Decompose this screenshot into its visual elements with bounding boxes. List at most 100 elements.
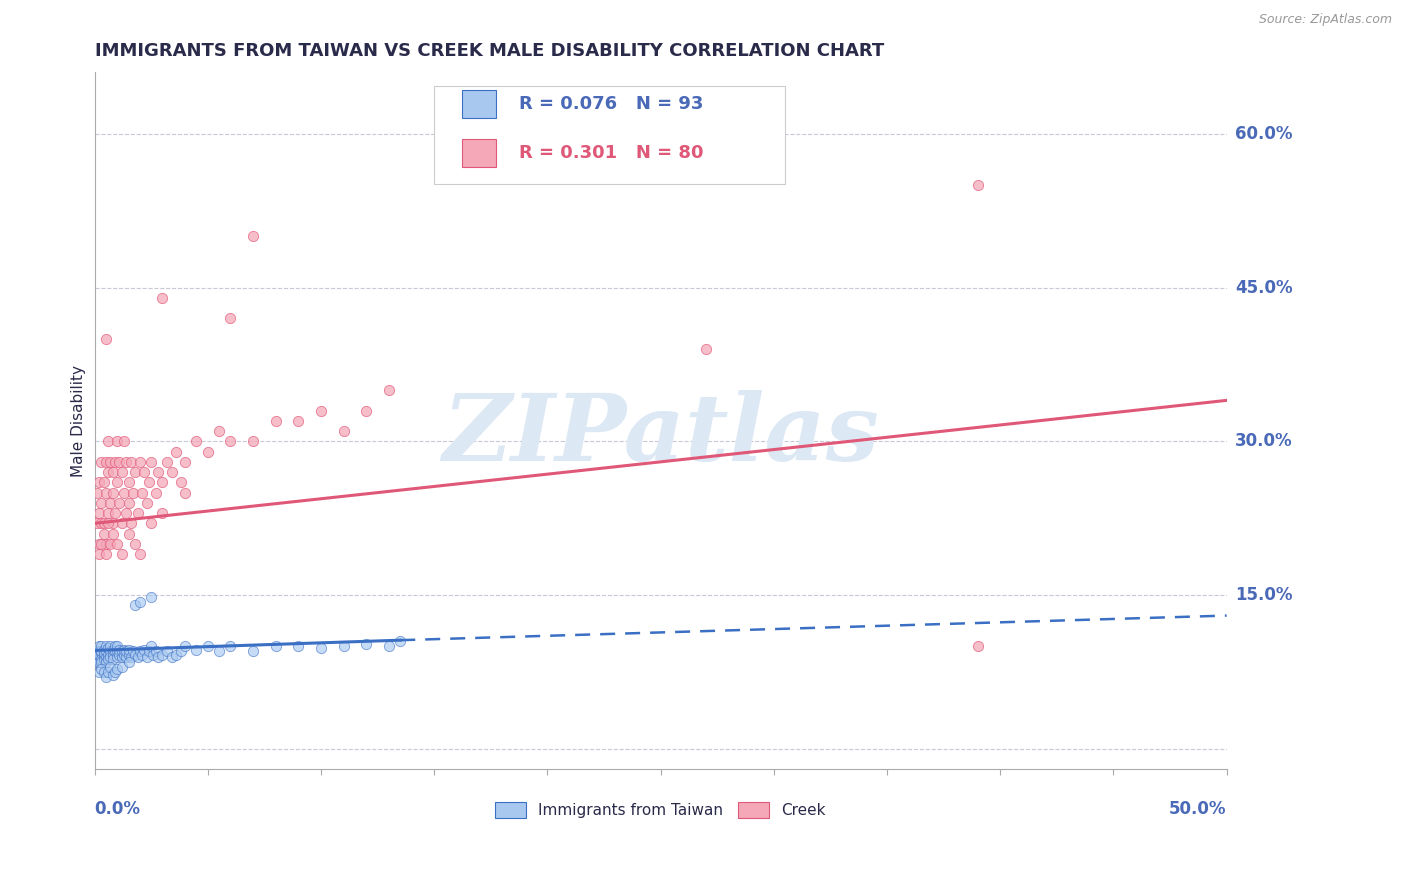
Point: [127, 506, 149, 520]
Point: [101, 648, 124, 662]
Point: [135, 496, 157, 510]
Point: [93, 516, 115, 531]
Point: [264, 640, 287, 654]
Point: [117, 526, 139, 541]
Point: [112, 648, 135, 662]
Point: [111, 516, 134, 531]
Point: [117, 655, 139, 669]
Point: [105, 640, 128, 654]
Point: [219, 640, 242, 654]
Point: [156, 644, 179, 658]
Point: [197, 444, 219, 458]
Point: [105, 475, 128, 490]
Text: 30.0%: 30.0%: [1234, 433, 1292, 450]
FancyBboxPatch shape: [463, 90, 496, 118]
Point: [94, 485, 117, 500]
Text: 50.0%: 50.0%: [1170, 800, 1226, 818]
Point: [101, 651, 124, 665]
Point: [94, 537, 117, 551]
Point: [309, 403, 332, 417]
Point: [87, 665, 110, 679]
Point: [115, 649, 138, 664]
Point: [124, 465, 146, 479]
Text: 45.0%: 45.0%: [1234, 278, 1292, 297]
Point: [90, 640, 112, 654]
Point: [100, 640, 122, 654]
Point: [186, 434, 208, 449]
Point: [131, 648, 153, 662]
Point: [135, 649, 157, 664]
Point: [160, 465, 183, 479]
Point: [152, 648, 174, 662]
Point: [94, 655, 117, 669]
Point: [186, 643, 208, 657]
Point: [115, 506, 138, 520]
Point: [142, 648, 165, 662]
Point: [87, 475, 110, 490]
Point: [100, 649, 122, 664]
Point: [115, 455, 138, 469]
Point: [138, 644, 160, 658]
Point: [86, 655, 108, 669]
Y-axis label: Male Disability: Male Disability: [72, 365, 86, 477]
Point: [90, 651, 112, 665]
Point: [264, 414, 287, 428]
Point: [90, 655, 112, 669]
Point: [128, 455, 150, 469]
Point: [105, 537, 128, 551]
Point: [332, 424, 354, 438]
Point: [108, 643, 131, 657]
Point: [146, 649, 169, 664]
Point: [87, 537, 110, 551]
Point: [97, 641, 120, 656]
Point: [93, 475, 115, 490]
Text: Source: ZipAtlas.com: Source: ZipAtlas.com: [1258, 13, 1392, 27]
Point: [101, 485, 124, 500]
Point: [97, 465, 120, 479]
Point: [120, 649, 142, 664]
Point: [86, 485, 108, 500]
FancyBboxPatch shape: [463, 138, 496, 167]
Point: [127, 649, 149, 664]
Point: [94, 455, 117, 469]
Point: [101, 668, 124, 682]
Point: [105, 434, 128, 449]
Point: [112, 485, 135, 500]
Point: [208, 644, 231, 658]
Point: [219, 434, 242, 449]
Point: [111, 547, 134, 561]
Point: [94, 649, 117, 664]
Text: 0.0%: 0.0%: [94, 800, 141, 818]
Point: [219, 311, 242, 326]
Point: [124, 537, 146, 551]
Point: [117, 648, 139, 662]
Point: [111, 649, 134, 664]
Point: [90, 662, 112, 676]
Point: [97, 651, 120, 665]
Point: [356, 403, 378, 417]
Point: [97, 434, 120, 449]
Point: [128, 644, 150, 658]
Point: [94, 644, 117, 658]
Point: [197, 640, 219, 654]
Point: [100, 660, 122, 674]
Point: [138, 475, 160, 490]
Point: [86, 649, 108, 664]
Point: [120, 455, 142, 469]
Point: [97, 648, 120, 662]
Point: [124, 648, 146, 662]
Point: [100, 496, 122, 510]
Text: 15.0%: 15.0%: [1234, 586, 1292, 604]
Point: [93, 648, 115, 662]
Point: [101, 516, 124, 531]
Legend: Immigrants from Taiwan, Creek: Immigrants from Taiwan, Creek: [489, 797, 832, 824]
Point: [111, 465, 134, 479]
Point: [145, 485, 167, 500]
Point: [87, 655, 110, 669]
Text: ZIPatlas: ZIPatlas: [441, 390, 879, 480]
Point: [90, 496, 112, 510]
Point: [152, 506, 174, 520]
Point: [115, 644, 138, 658]
Point: [141, 455, 163, 469]
Point: [87, 651, 110, 665]
